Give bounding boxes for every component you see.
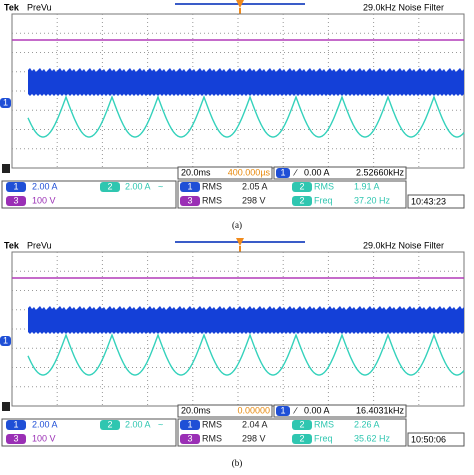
clock-box (407, 194, 465, 209)
channel-id: 1 (13, 181, 18, 191)
channel-id: 1 (187, 181, 192, 191)
channel-badge (6, 434, 26, 444)
channel-id: 1 (3, 335, 8, 345)
channel-badge (292, 182, 312, 192)
mode: PreVu (27, 240, 52, 250)
brand: Tek (4, 240, 20, 250)
channel-id: 3 (187, 433, 192, 443)
trigger-position: 400.000µs (228, 167, 271, 177)
channel-box (1, 418, 177, 447)
channel-badge (100, 420, 120, 430)
channel-scale: 2.00 A (32, 181, 58, 191)
current-noise-band (28, 306, 464, 334)
measurement-type: RMS (202, 433, 222, 443)
current-noise-band (28, 68, 464, 96)
channel-id: 3 (13, 195, 18, 205)
channel-id: 1 (280, 405, 285, 415)
measurement-type: Freq (314, 195, 333, 205)
channel-id: 2 (299, 433, 304, 443)
channel-badge (100, 182, 120, 192)
channel-badge (276, 406, 290, 416)
filter: 29.0kHz Noise Filter (363, 240, 444, 250)
brand: Tek (4, 2, 20, 12)
clock-box (407, 432, 465, 447)
measurement-value: 37.20 Hz (354, 195, 391, 205)
measurement-value: 298 V (242, 433, 266, 443)
measurement-type: RMS (202, 419, 222, 429)
channel-id: 3 (13, 433, 18, 443)
channel-badge (292, 434, 312, 444)
trigger-slope: ∕ (293, 405, 298, 415)
measurement-type: RMS (202, 181, 222, 191)
trigger-level: 0.00 A (304, 405, 330, 415)
trigger-frequency: 16.4031kHz (356, 405, 405, 415)
channel-id: 2 (299, 181, 304, 191)
measurement-value: 35.62 Hz (354, 433, 391, 443)
trigger-position: 0.00000 (237, 405, 270, 415)
channel-badge (292, 420, 312, 430)
channel-id: 2 (299, 195, 304, 205)
channel-scale: 2.00 A (125, 181, 151, 191)
channel-badge (180, 434, 200, 444)
channel-id: 1 (13, 419, 18, 429)
clock: 10:50:06 (411, 434, 446, 444)
measurement-value: 1.91 A (354, 181, 380, 191)
channel-id: 1 (280, 167, 285, 177)
channel-scale: 100 V (32, 195, 56, 205)
channel-badge (292, 196, 312, 206)
trigger-level: 0.00 A (304, 167, 330, 177)
measurement-value: 2.04 A (242, 419, 268, 429)
channel-badge (276, 168, 290, 178)
channel-id: 3 (187, 195, 192, 205)
mode: PreVu (27, 2, 52, 12)
channel-id: 1 (187, 419, 192, 429)
channel-badge (6, 182, 26, 192)
channel-badge (180, 182, 200, 192)
measurement-value: 2.05 A (242, 181, 268, 191)
trigger-box (273, 166, 407, 180)
channel-badge (180, 420, 200, 430)
channel-badge (6, 420, 26, 430)
filter: 29.0kHz Noise Filter (363, 2, 444, 12)
ground-marker (2, 164, 10, 173)
caption: (b) (232, 458, 243, 468)
timebase-box (177, 404, 273, 418)
channel-badge (6, 196, 26, 206)
trigger-slope: ∕ (293, 167, 298, 177)
channel-badge (180, 196, 200, 206)
trigger-marker (236, 238, 244, 246)
channel-scale: 100 V (32, 433, 56, 443)
channel-scale: 2.00 A (32, 419, 58, 429)
current-trace (27, 94, 465, 138)
trigger-marker (236, 0, 244, 8)
timebase-box (177, 166, 273, 180)
trigger-frequency: 2.52660kHz (356, 167, 405, 177)
coupling: ~ (158, 419, 163, 429)
channel-id: 2 (107, 181, 112, 191)
timebase: 20.0ms (181, 405, 211, 415)
measurement-type: Freq (314, 433, 333, 443)
trigger-box (273, 404, 407, 418)
ground-marker (2, 402, 10, 411)
measurement-type: RMS (314, 181, 334, 191)
measurement-type: RMS (202, 195, 222, 205)
timebase: 20.0ms (181, 167, 211, 177)
channel-id: 2 (107, 419, 112, 429)
measurement-value: 298 V (242, 195, 266, 205)
channel-id: 1 (3, 97, 8, 107)
channel-scale: 2.00 A (125, 419, 151, 429)
caption: (a) (232, 220, 242, 230)
channel-id: 2 (299, 419, 304, 429)
measurement-value: 2.26 A (354, 419, 380, 429)
clock: 10:43:23 (411, 196, 446, 206)
measurement-type: RMS (314, 419, 334, 429)
current-trace (27, 332, 465, 376)
coupling: ~ (158, 181, 163, 191)
channel-badge (0, 98, 11, 108)
channel-badge (0, 336, 11, 346)
channel-box (1, 180, 177, 209)
